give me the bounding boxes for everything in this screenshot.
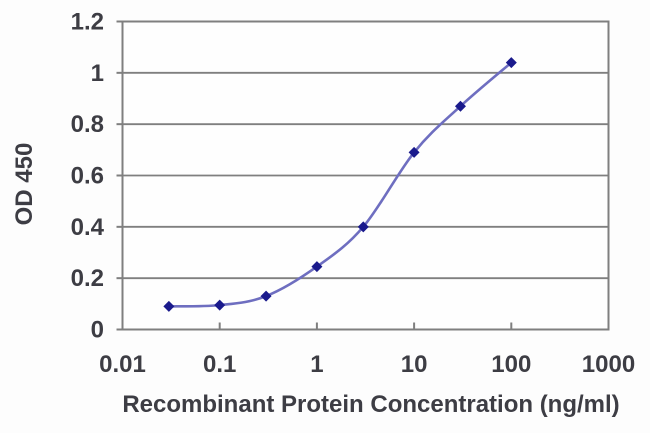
y-tick-label: 0.2 [71,265,104,292]
x-tick-label: 0.1 [203,351,236,378]
data-point-marker [260,290,272,302]
x-axis-title: Recombinant Protein Concentration (ng/ml… [122,391,619,418]
data-point-marker [311,261,323,273]
x-tick-label: 10 [401,351,428,378]
y-tick-label: 0.4 [71,214,105,241]
data-point-marker [505,57,517,69]
y-axis-title: OD 450 [11,143,38,226]
y-tick-label: 0 [91,317,104,344]
x-tick-label: 100 [491,351,531,378]
data-point-marker [408,146,420,158]
data-point-marker [357,221,369,233]
data-point-marker [214,299,226,311]
y-tick-label: 1 [91,60,104,87]
y-tick-label: 0.8 [71,111,104,138]
data-point-marker [454,100,466,112]
y-tick-label: 0.6 [71,163,104,190]
y-tick-label: 1.2 [71,9,104,36]
x-tick-label: 1000 [582,351,635,378]
x-tick-label: 0.01 [99,351,146,378]
x-tick-label: 1 [310,351,323,378]
data-point-marker [163,300,175,312]
